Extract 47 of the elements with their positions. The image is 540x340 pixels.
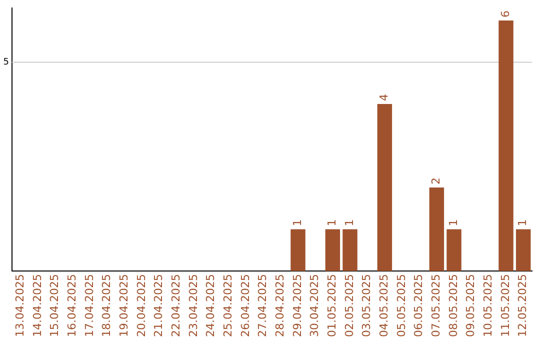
bar xyxy=(498,20,514,272)
data-label: 6 xyxy=(498,10,512,18)
x-tick-label: 21.04.2025 xyxy=(152,274,166,338)
x-tick-label: 27.04.2025 xyxy=(256,274,270,338)
x-tick-label: 08.05.2025 xyxy=(446,274,460,338)
x-tick-label: 29.04.2025 xyxy=(290,274,304,338)
x-tick-label: 10.05.2025 xyxy=(482,274,495,338)
data-label: 1 xyxy=(290,219,304,226)
bar xyxy=(290,229,306,272)
bar xyxy=(429,188,444,272)
x-tick-label: 01.05.2025 xyxy=(326,274,339,338)
data-label: 1 xyxy=(446,219,460,226)
x-tick-label: 23.04.2025 xyxy=(186,274,200,338)
x-tick-label: 18.04.2025 xyxy=(100,274,114,338)
x-tick-label: 14.04.2025 xyxy=(30,274,44,338)
data-label: 4 xyxy=(378,94,391,102)
x-tick-label: 25.04.2025 xyxy=(222,274,235,338)
x-tick-label: 24.04.2025 xyxy=(204,274,218,338)
x-tick-label: 05.05.2025 xyxy=(394,274,408,338)
bar xyxy=(377,104,392,272)
x-tick-label: 12.05.2025 xyxy=(516,274,530,338)
x-tick-label: 02.05.2025 xyxy=(342,274,356,338)
x-tick-label: 15.04.2025 xyxy=(48,274,62,338)
bar xyxy=(342,229,358,272)
x-tick-label: 11.05.2025 xyxy=(498,274,512,338)
x-tick-label: 26.04.2025 xyxy=(238,274,252,338)
x-tick-label: 07.05.2025 xyxy=(430,274,443,338)
data-label: 1 xyxy=(326,219,339,226)
x-tick-label: 28.04.2025 xyxy=(274,274,287,338)
x-tick-label: 09.05.2025 xyxy=(464,274,478,338)
x-tick-label: 13.04.2025 xyxy=(14,274,27,338)
x-tick-label: 03.05.2025 xyxy=(360,274,374,338)
x-tick-label: 19.04.2025 xyxy=(118,274,131,338)
bar xyxy=(516,229,531,272)
x-tick-label: 04.05.2025 xyxy=(378,274,391,338)
x-tick-label: 17.04.2025 xyxy=(82,274,96,338)
ref-line-label: 5 xyxy=(3,58,9,68)
data-label: 1 xyxy=(516,219,530,226)
x-tick-label: 20.04.2025 xyxy=(134,274,148,338)
x-tick-label: 06.05.2025 xyxy=(412,274,426,338)
bar xyxy=(325,229,340,272)
x-tick-label: 30.04.2025 xyxy=(308,274,322,338)
bar xyxy=(446,229,462,272)
data-label: 2 xyxy=(430,178,443,185)
x-tick-label: 22.04.2025 xyxy=(170,274,183,338)
data-label: 1 xyxy=(342,219,356,226)
x-tick-label: 16.04.2025 xyxy=(66,274,79,338)
